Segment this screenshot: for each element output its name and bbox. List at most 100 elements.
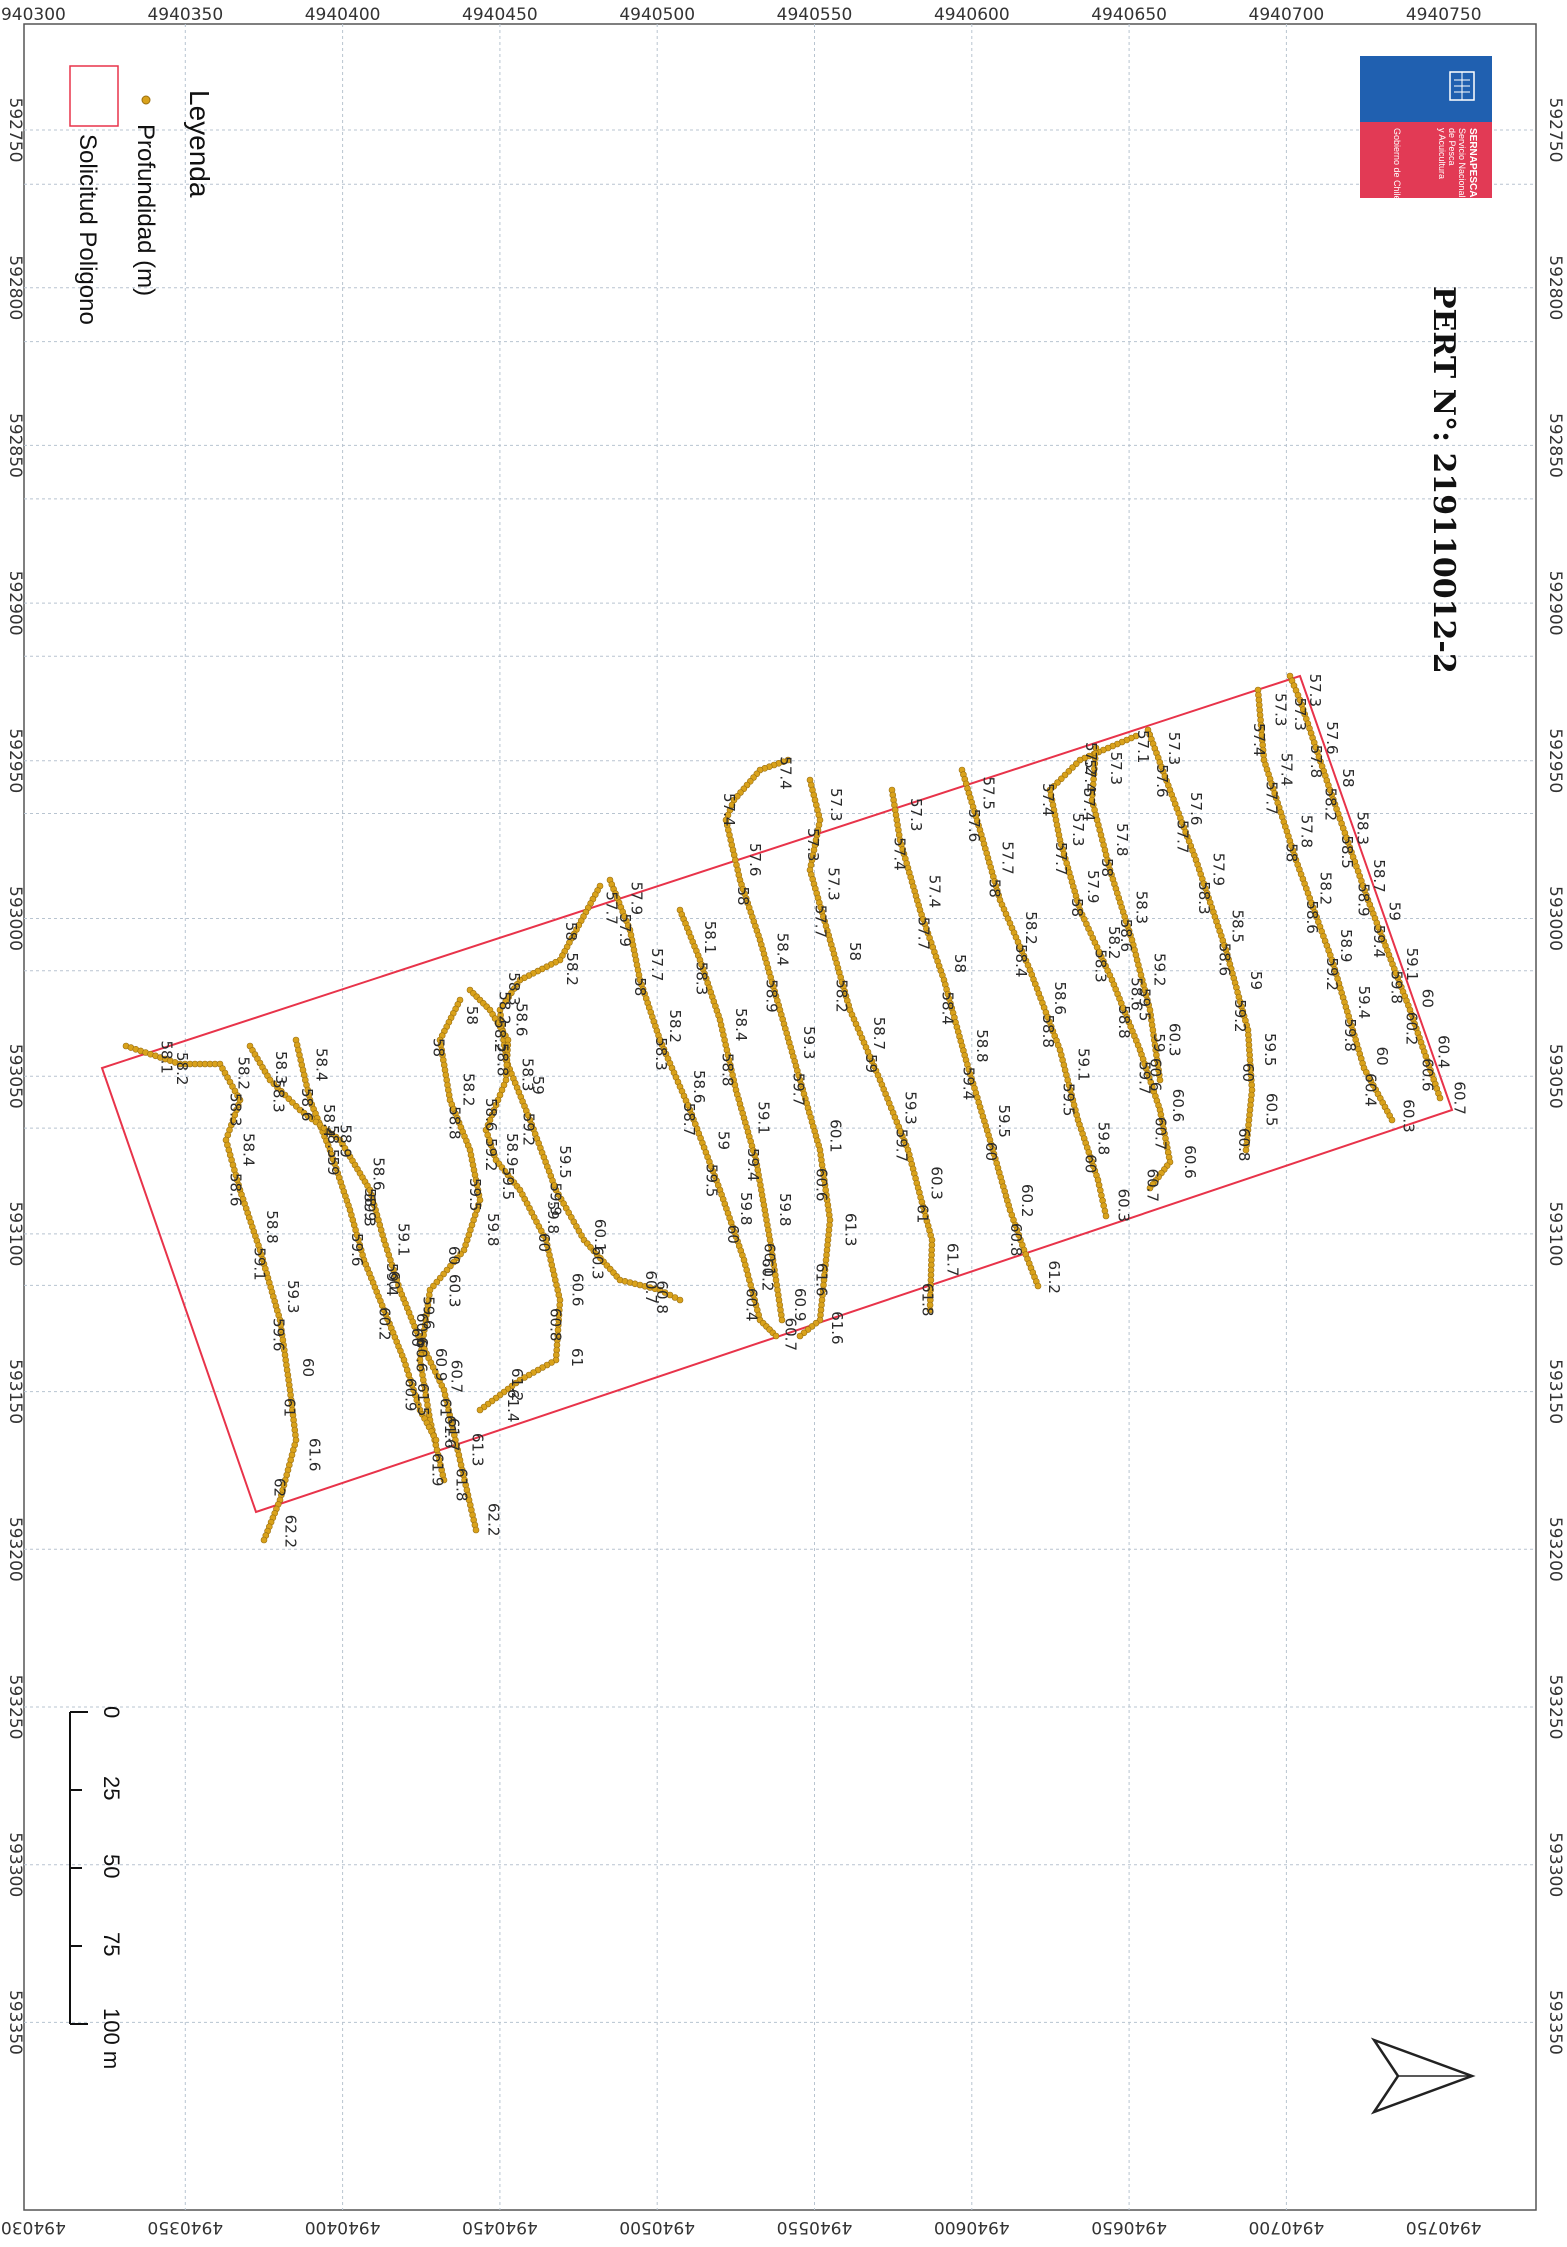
northing-tick-label-right: 592750: [1545, 98, 1565, 163]
survey-track: [1254, 686, 1396, 1124]
northing-tick-label-right: 592900: [1545, 571, 1565, 636]
depth-label: 60.7: [447, 1360, 465, 1393]
depth-point: [778, 1316, 786, 1324]
survey-track: [416, 996, 484, 1484]
sernapesca-logo: SERNAPESCA Servicio Nacional de Pesca y …: [1360, 56, 1492, 201]
depth-point: [1034, 1282, 1042, 1290]
depth-label: 59.3: [361, 1193, 379, 1226]
depth-label: 60.9: [432, 1348, 450, 1381]
depth-label: 58.2: [1022, 911, 1040, 944]
northing-tick-label-left: 593200: [5, 1517, 25, 1582]
northing-tick-label-left: 592950: [5, 728, 25, 793]
depth-label: 57.4: [891, 837, 909, 870]
easting-tick-label-bottom: 4940700: [1249, 2217, 1325, 2237]
depth-label: 60: [408, 1328, 426, 1347]
depth-label: 58.2: [173, 1052, 191, 1085]
depth-label: 60.3: [928, 1166, 946, 1199]
depth-label: 58.9: [1337, 929, 1355, 962]
depth-point: [772, 1332, 780, 1340]
depth-label: 58.8: [973, 1029, 991, 1062]
northing-tick-label-right: 593250: [1545, 1675, 1565, 1740]
depth-label: 57.3: [827, 788, 845, 821]
north-arrow-icon: [1370, 2037, 1476, 2115]
depth-label: 60.7: [1152, 1117, 1170, 1150]
depth-label: 58: [1339, 769, 1357, 788]
depth-label: 58.6: [1303, 900, 1321, 933]
depth-label: 58: [846, 942, 864, 961]
depth-label: 58.2: [460, 1073, 478, 1106]
legend: Leyenda Profundidad (m) Solicitud Poligo…: [69, 65, 215, 325]
depth-label: 59.5: [703, 1164, 721, 1197]
depth-label: 57.9: [616, 914, 634, 947]
depth-label: 58.6: [482, 1098, 500, 1131]
depth-label: 57.7: [811, 905, 829, 938]
depth-label: 60.2: [1403, 1012, 1421, 1045]
depth-label: 58.4: [320, 1104, 338, 1137]
depth-label: 61.6: [828, 1311, 846, 1344]
depth-label: 58: [463, 1006, 481, 1025]
depth-label: 58.5: [1229, 910, 1247, 943]
depth-label: 60.6: [1147, 1058, 1165, 1091]
depth-label: 58.6: [513, 1003, 531, 1036]
depth-label: 58.2: [563, 952, 581, 985]
depth-label: 59.9: [547, 1183, 565, 1216]
survey-track: [888, 786, 1042, 1290]
depth-label: 61.8: [918, 1283, 936, 1316]
depth-label: 57.8: [1113, 823, 1131, 856]
depth-label: 60.8: [547, 1308, 565, 1341]
depth-label: 59.1: [1403, 948, 1421, 981]
depth-label: 61.5: [414, 1383, 432, 1416]
depth-label: 60.3: [1166, 1023, 1184, 1056]
depth-label: 60.2: [376, 1307, 394, 1340]
depth-label: 61: [568, 1348, 586, 1367]
depth-label: 58.2: [1317, 872, 1335, 905]
depth-label: 59.8: [1341, 1018, 1359, 1051]
depth-label: 59: [1150, 1033, 1168, 1052]
depth-label: 59.4: [960, 1067, 978, 1100]
depth-label: 58.2: [1321, 788, 1339, 821]
depth-label: 59.1: [251, 1247, 269, 1280]
depth-label: 57.8: [1307, 745, 1325, 778]
survey-track: [1286, 672, 1444, 1102]
depth-label: 58.2: [1105, 926, 1123, 959]
depth-label: 58.9: [361, 1188, 379, 1221]
depth-label: 61.4: [504, 1389, 522, 1422]
survey-track: [958, 766, 1110, 1220]
northing-tick-label-right: 592950: [1545, 728, 1565, 793]
depth-label: 58.6: [690, 1070, 708, 1103]
depth-label: 57.4: [1250, 723, 1268, 756]
legend-point-symbol: [141, 95, 151, 105]
depth-label: 60: [299, 1358, 317, 1377]
easting-tick-label-top: 4940750: [1406, 5, 1482, 25]
depth-label: 59: [529, 1076, 547, 1095]
scale-bar: 0 25 50 75 100 m: [69, 1706, 124, 2069]
depth-label: 60.5: [1263, 1093, 1281, 1126]
easting-tick-label-top: 4940300: [0, 5, 66, 25]
depth-label: 58.8: [263, 1210, 281, 1243]
depth-label: 61: [280, 1398, 298, 1417]
depth-point: [472, 1526, 480, 1534]
depth-label: 61.6: [305, 1438, 323, 1471]
depth-label: 58.8: [493, 1043, 511, 1076]
depth-label: 59.4: [744, 1148, 762, 1181]
depth-label: 60.1: [760, 1243, 778, 1276]
depth-label: 59.8: [544, 1201, 562, 1234]
depth-label: 58.2: [666, 1010, 684, 1043]
depth-label: 57.4: [1080, 788, 1098, 821]
depth-label: 57.7: [914, 917, 932, 950]
depth-label: 59.5: [466, 1178, 484, 1211]
depth-label: 59: [1247, 971, 1265, 990]
depth-label: 59.5: [1261, 1033, 1279, 1066]
depth-label: 58.7: [1370, 859, 1388, 892]
depth-label: 58.7: [870, 1017, 888, 1050]
northing-tick-label-left: 592750: [5, 98, 25, 163]
depth-label: 57.4: [1081, 759, 1099, 792]
northing-tick-label-right: 593300: [1545, 1832, 1565, 1897]
depth-label: 58.3: [1092, 949, 1110, 982]
depth-label: 57.3: [804, 828, 822, 861]
depth-label: 59.6: [419, 1296, 437, 1329]
easting-tick-label-bottom: 4940750: [1406, 2217, 1482, 2237]
depth-label: 60.6: [569, 1273, 587, 1306]
depth-label: 59: [714, 1131, 732, 1150]
